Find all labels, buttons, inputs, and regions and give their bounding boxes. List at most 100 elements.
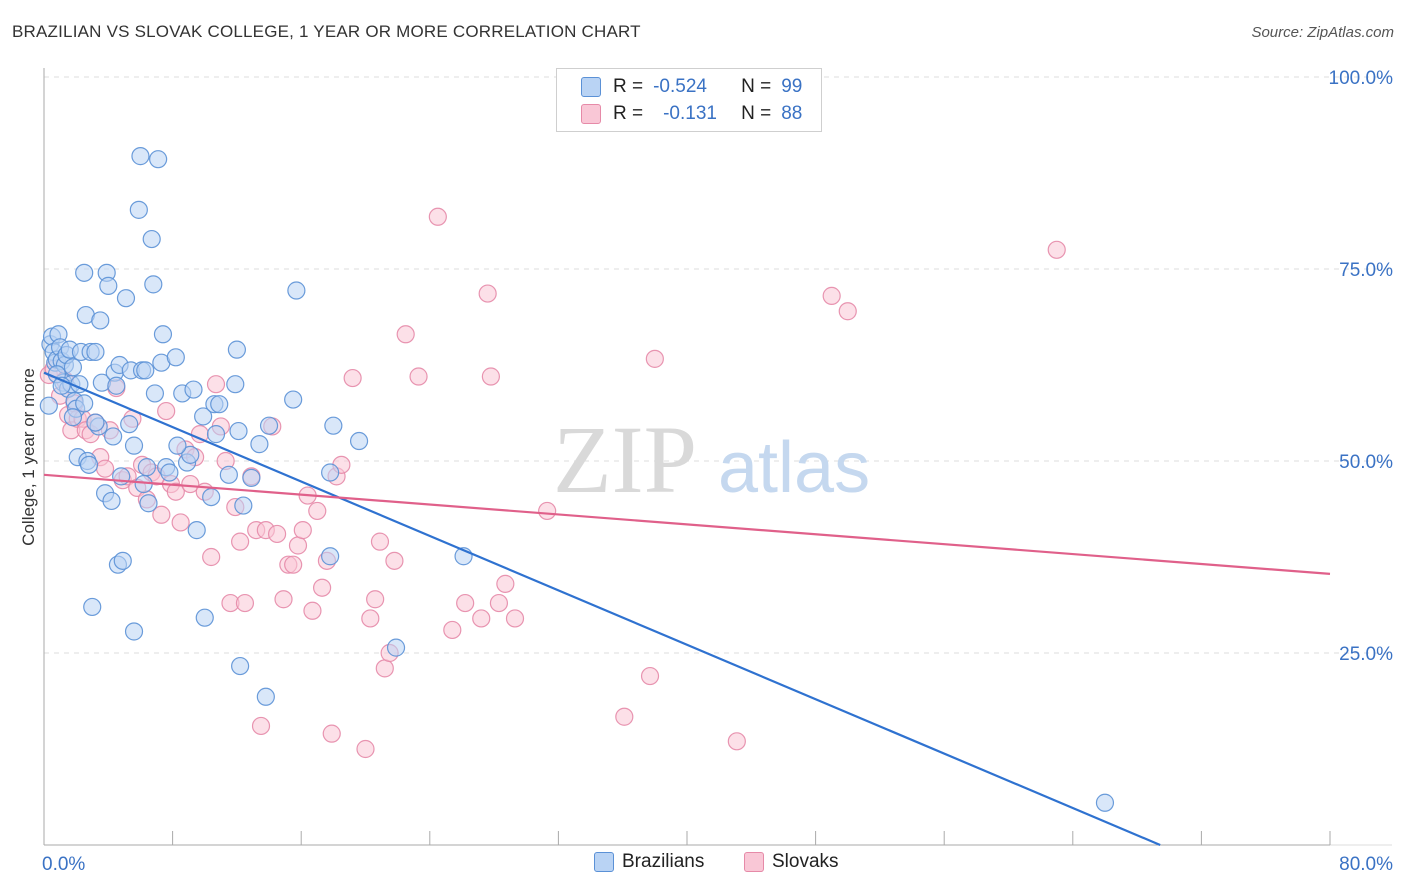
point-brazilians <box>63 358 83 377</box>
point-brazilians <box>63 408 83 427</box>
legend-r-label: R = <box>613 76 644 97</box>
point-brazilians <box>227 340 246 359</box>
bottom-legend: Brazilians Slovaks <box>0 851 1406 877</box>
point-brazilians <box>129 200 148 219</box>
point-slovaks <box>472 609 491 628</box>
point-brazilians <box>256 687 275 706</box>
point-slovaks <box>231 532 250 551</box>
point-slovaks <box>152 505 171 524</box>
point-brazilians <box>321 547 340 566</box>
point-slovaks <box>303 601 322 620</box>
legend-n-label: N = <box>741 103 772 124</box>
point-slovaks <box>235 593 255 613</box>
point-slovaks <box>366 590 385 609</box>
point-slovaks <box>478 284 497 303</box>
point-brazilians <box>91 311 110 330</box>
trend-line-brazilians <box>43 371 1161 847</box>
point-brazilians <box>153 325 173 344</box>
point-brazilians <box>116 289 136 308</box>
point-brazilians <box>194 407 213 426</box>
point-slovaks <box>95 459 115 478</box>
legend: R = -0.524 N = 99 R = -0.131 N = 88 <box>556 68 822 132</box>
watermark-zip: ZIP <box>553 406 697 513</box>
point-brazilians <box>104 427 123 446</box>
point-brazilians <box>166 348 185 367</box>
point-brazilians <box>349 431 369 451</box>
legend-row-slovaks: R = -0.131 N = 88 <box>581 102 802 126</box>
bottom-swatch-brazilians <box>594 852 614 872</box>
bottom-legend-label: Brazilians <box>622 851 705 872</box>
point-brazilians <box>144 275 163 294</box>
point-slovaks <box>615 707 634 726</box>
point-slovaks <box>157 401 176 421</box>
bottom-swatch-slovaks <box>744 852 764 872</box>
point-slovaks <box>428 207 447 226</box>
point-brazilians <box>321 463 340 482</box>
point-brazilians <box>83 597 102 617</box>
point-slovaks <box>375 659 394 678</box>
point-slovaks <box>181 474 200 494</box>
point-brazilians <box>79 455 99 474</box>
point-slovaks <box>496 574 515 593</box>
point-brazilians <box>39 396 58 415</box>
legend-r-value: -0.524 <box>653 76 707 97</box>
axes <box>43 68 1331 846</box>
legend-n-value: 88 <box>781 103 803 124</box>
chart-title: BRAZILIAN VS SLOVAK COLLEGE, 1 YEAR OR M… <box>12 22 641 41</box>
point-slovaks <box>267 524 287 544</box>
point-slovaks <box>505 609 525 628</box>
point-slovaks <box>370 532 390 551</box>
point-brazilians <box>219 465 238 484</box>
point-slovaks <box>361 609 380 628</box>
point-slovaks <box>489 593 509 613</box>
point-slovaks <box>356 739 375 759</box>
point-brazilians <box>226 375 245 394</box>
point-slovaks <box>206 375 226 394</box>
point-slovaks <box>322 724 341 743</box>
point-brazilians <box>284 390 303 409</box>
point-brazilians <box>136 361 155 380</box>
x-tick-label: 0.0% <box>42 854 85 875</box>
y-tick-label: 50.0% <box>1339 452 1393 473</box>
x-tick-label: 80.0% <box>1339 854 1393 875</box>
point-slovaks <box>171 513 190 532</box>
legend-swatch-brazilians <box>581 77 601 97</box>
point-slovaks <box>343 368 362 388</box>
point-brazilians <box>242 468 261 487</box>
point-slovaks <box>409 367 428 386</box>
trend-line-slovaks <box>43 473 1331 575</box>
point-slovaks <box>284 555 303 574</box>
legend-r-label: R = <box>613 103 644 124</box>
point-brazilians <box>210 395 229 414</box>
point-brazilians <box>206 425 226 444</box>
point-brazilians <box>139 494 158 513</box>
y-tick-label: 75.0% <box>1339 260 1393 281</box>
point-brazilians <box>1095 793 1115 812</box>
legend-n-label: N = <box>741 76 772 97</box>
point-brazilians <box>234 496 253 515</box>
point-brazilians <box>107 376 126 395</box>
legend-n-value: 99 <box>781 76 803 97</box>
point-brazilians <box>142 229 161 249</box>
point-brazilians <box>124 436 144 455</box>
y-tick-label: 25.0% <box>1339 644 1393 665</box>
point-brazilians <box>231 656 250 676</box>
point-brazilians <box>229 421 248 441</box>
point-brazilians <box>287 281 306 300</box>
point-slovaks <box>481 367 500 386</box>
point-brazilians <box>86 342 105 362</box>
point-slovaks <box>640 666 660 686</box>
point-slovaks <box>312 578 332 597</box>
point-slovaks <box>251 716 271 736</box>
point-brazilians <box>149 150 168 169</box>
point-brazilians <box>202 487 221 507</box>
point-brazilians <box>86 413 105 432</box>
point-brazilians <box>145 384 165 403</box>
bottom-legend-label: Slovaks <box>772 851 839 872</box>
bottom-legend-brazilians: Brazilians <box>594 851 704 873</box>
point-brazilians <box>99 276 118 295</box>
point-brazilians <box>160 463 179 482</box>
point-slovaks <box>727 732 746 751</box>
point-brazilians <box>102 491 121 511</box>
